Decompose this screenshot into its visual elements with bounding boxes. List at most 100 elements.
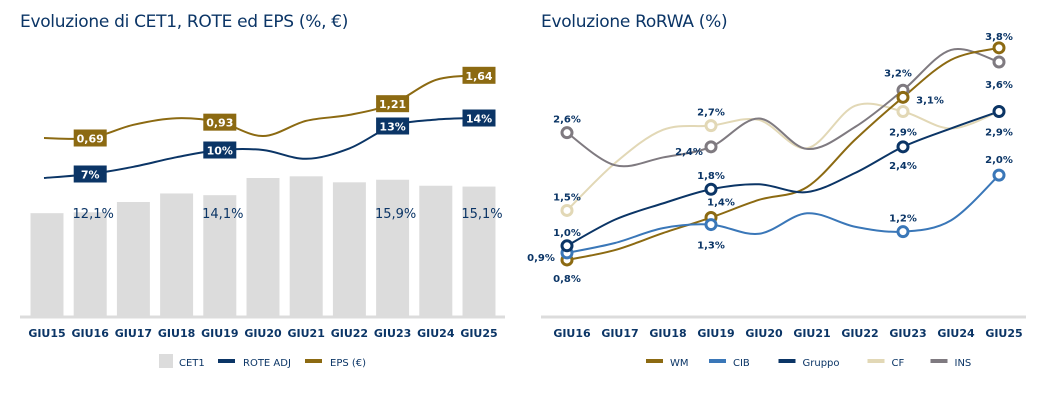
cet1-bar-GIU16 bbox=[73, 212, 107, 316]
legend-swatch-wm bbox=[646, 359, 663, 363]
marker-cib bbox=[896, 225, 910, 239]
x-tick-label: GIU17 bbox=[115, 327, 152, 340]
data-label: 7% bbox=[81, 169, 100, 182]
legend-swatch-cib bbox=[709, 359, 726, 363]
data-label-wm: 3,8% bbox=[985, 32, 1013, 43]
cet1-bar-GIU24 bbox=[419, 185, 453, 316]
data-label: 1,21 bbox=[379, 98, 406, 111]
cet1-bar-GIU22 bbox=[332, 182, 366, 316]
data-label-ins: 3,6% bbox=[985, 80, 1013, 91]
legend-label-cf: CF bbox=[892, 358, 905, 369]
x-tick-label: GIU23 bbox=[889, 327, 926, 340]
legend-swatch-gruppo bbox=[778, 359, 796, 363]
x-tick-label: GIU22 bbox=[331, 327, 368, 340]
legend-label-rote: ROTE ADJ bbox=[243, 358, 291, 369]
data-label-box bbox=[203, 113, 237, 131]
x-tick-label: GIU23 bbox=[374, 327, 411, 340]
marker-wm bbox=[992, 41, 1006, 55]
legend-swatch-rote bbox=[218, 359, 235, 363]
data-label-cib: 1,2% bbox=[889, 214, 917, 225]
x-tick-label: GIU20 bbox=[244, 327, 282, 340]
marker-ins bbox=[704, 140, 718, 154]
data-label-wm: 1,4% bbox=[707, 198, 735, 209]
data-label-box bbox=[73, 165, 107, 183]
series-line-gruppo bbox=[566, 110, 1000, 247]
marker-gruppo bbox=[992, 104, 1006, 118]
x-tick-label: GIU24 bbox=[937, 327, 975, 340]
marker-gruppo bbox=[896, 140, 910, 154]
marker-gruppo bbox=[560, 239, 574, 253]
legend-label-wm: WM bbox=[670, 358, 689, 369]
data-label-box bbox=[462, 109, 496, 127]
series-line-ins bbox=[566, 48, 1000, 168]
legend-label-ins: INS bbox=[955, 358, 972, 369]
legend-swatch-cet1 bbox=[159, 354, 173, 368]
data-label-gruppo: 1,0% bbox=[553, 228, 581, 239]
right-chart-title: Evoluzione RoRWA (%) bbox=[541, 12, 728, 32]
marker-cf bbox=[704, 119, 718, 133]
data-label-ins: 3,2% bbox=[884, 68, 912, 79]
data-label-box bbox=[376, 95, 410, 113]
cet1-bar-GIU18 bbox=[160, 193, 194, 316]
series-line-cf bbox=[566, 102, 1000, 212]
legend-swatch-ins bbox=[930, 359, 948, 363]
left-chart-title: Evoluzione di CET1, ROTE ed EPS (%, €) bbox=[20, 12, 349, 32]
data-label-cib: 2,0% bbox=[985, 155, 1013, 166]
cet1-bar-GIU17 bbox=[116, 202, 150, 316]
data-label-gruppo: 2,4% bbox=[889, 161, 917, 172]
x-tick-label: GIU18 bbox=[649, 327, 686, 340]
data-label-cib: 0,9% bbox=[527, 253, 555, 264]
x-tick-label: GIU25 bbox=[985, 327, 1022, 340]
series-line-eps- bbox=[43, 74, 480, 140]
legend-label-eps: EPS (€) bbox=[330, 358, 366, 369]
data-label-ins: 2,4% bbox=[675, 147, 703, 158]
data-label-ins: 2,6% bbox=[553, 115, 581, 126]
data-label: 1,64 bbox=[465, 70, 492, 83]
marker-cf bbox=[560, 203, 574, 217]
data-label-box bbox=[376, 117, 410, 135]
data-label-cf: 2,7% bbox=[697, 108, 725, 119]
cet1-bar-GIU15 bbox=[30, 213, 64, 316]
cet1-bar-GIU21 bbox=[289, 176, 323, 316]
x-tick-label: GIU16 bbox=[72, 327, 110, 340]
legend-label-cet1: CET1 bbox=[179, 358, 205, 369]
x-tick-label: GIU22 bbox=[841, 327, 878, 340]
marker-ins bbox=[560, 126, 574, 140]
data-label: 0,93 bbox=[206, 117, 233, 130]
marker-cib bbox=[704, 218, 718, 232]
x-tick-label: GIU15 bbox=[28, 327, 65, 340]
series-line-cib bbox=[566, 174, 1000, 254]
data-label-box bbox=[203, 141, 237, 159]
x-tick-label: GIU19 bbox=[201, 327, 238, 340]
data-label-gruppo: 1,8% bbox=[697, 171, 725, 182]
data-label: 0,69 bbox=[77, 133, 104, 146]
legend-label-cib: CIB bbox=[733, 358, 750, 369]
x-tick-label: GIU24 bbox=[417, 327, 455, 340]
cet1-data-label: 15,1% bbox=[461, 207, 502, 222]
data-label-wm: 0,8% bbox=[553, 274, 581, 285]
marker-cf bbox=[896, 104, 910, 118]
marker-wm bbox=[896, 90, 910, 104]
data-label: 14% bbox=[466, 113, 492, 126]
data-label-cf: 2,9% bbox=[985, 127, 1013, 138]
x-tick-label: GIU21 bbox=[288, 327, 325, 340]
data-label-cf: 1,5% bbox=[553, 192, 581, 203]
cet1-bar-GIU23 bbox=[376, 179, 410, 316]
x-tick-label: GIU18 bbox=[158, 327, 195, 340]
legend-label-gruppo: Gruppo bbox=[803, 358, 840, 369]
cet1-data-label: 15,9% bbox=[375, 207, 416, 222]
x-tick-label: GIU17 bbox=[601, 327, 638, 340]
cet1-bar-GIU19 bbox=[203, 195, 237, 316]
cet1-data-label: 14,1% bbox=[202, 207, 243, 222]
data-label-cib: 1,3% bbox=[697, 241, 725, 252]
marker-gruppo bbox=[704, 182, 718, 196]
marker-ins bbox=[992, 55, 1006, 69]
cet1-bar-GIU20 bbox=[246, 178, 280, 316]
marker-cib bbox=[992, 168, 1006, 182]
legend-swatch-eps bbox=[305, 359, 322, 363]
x-tick-label: GIU16 bbox=[553, 327, 591, 340]
data-label-box bbox=[73, 129, 107, 147]
series-line-wm bbox=[566, 46, 1000, 261]
